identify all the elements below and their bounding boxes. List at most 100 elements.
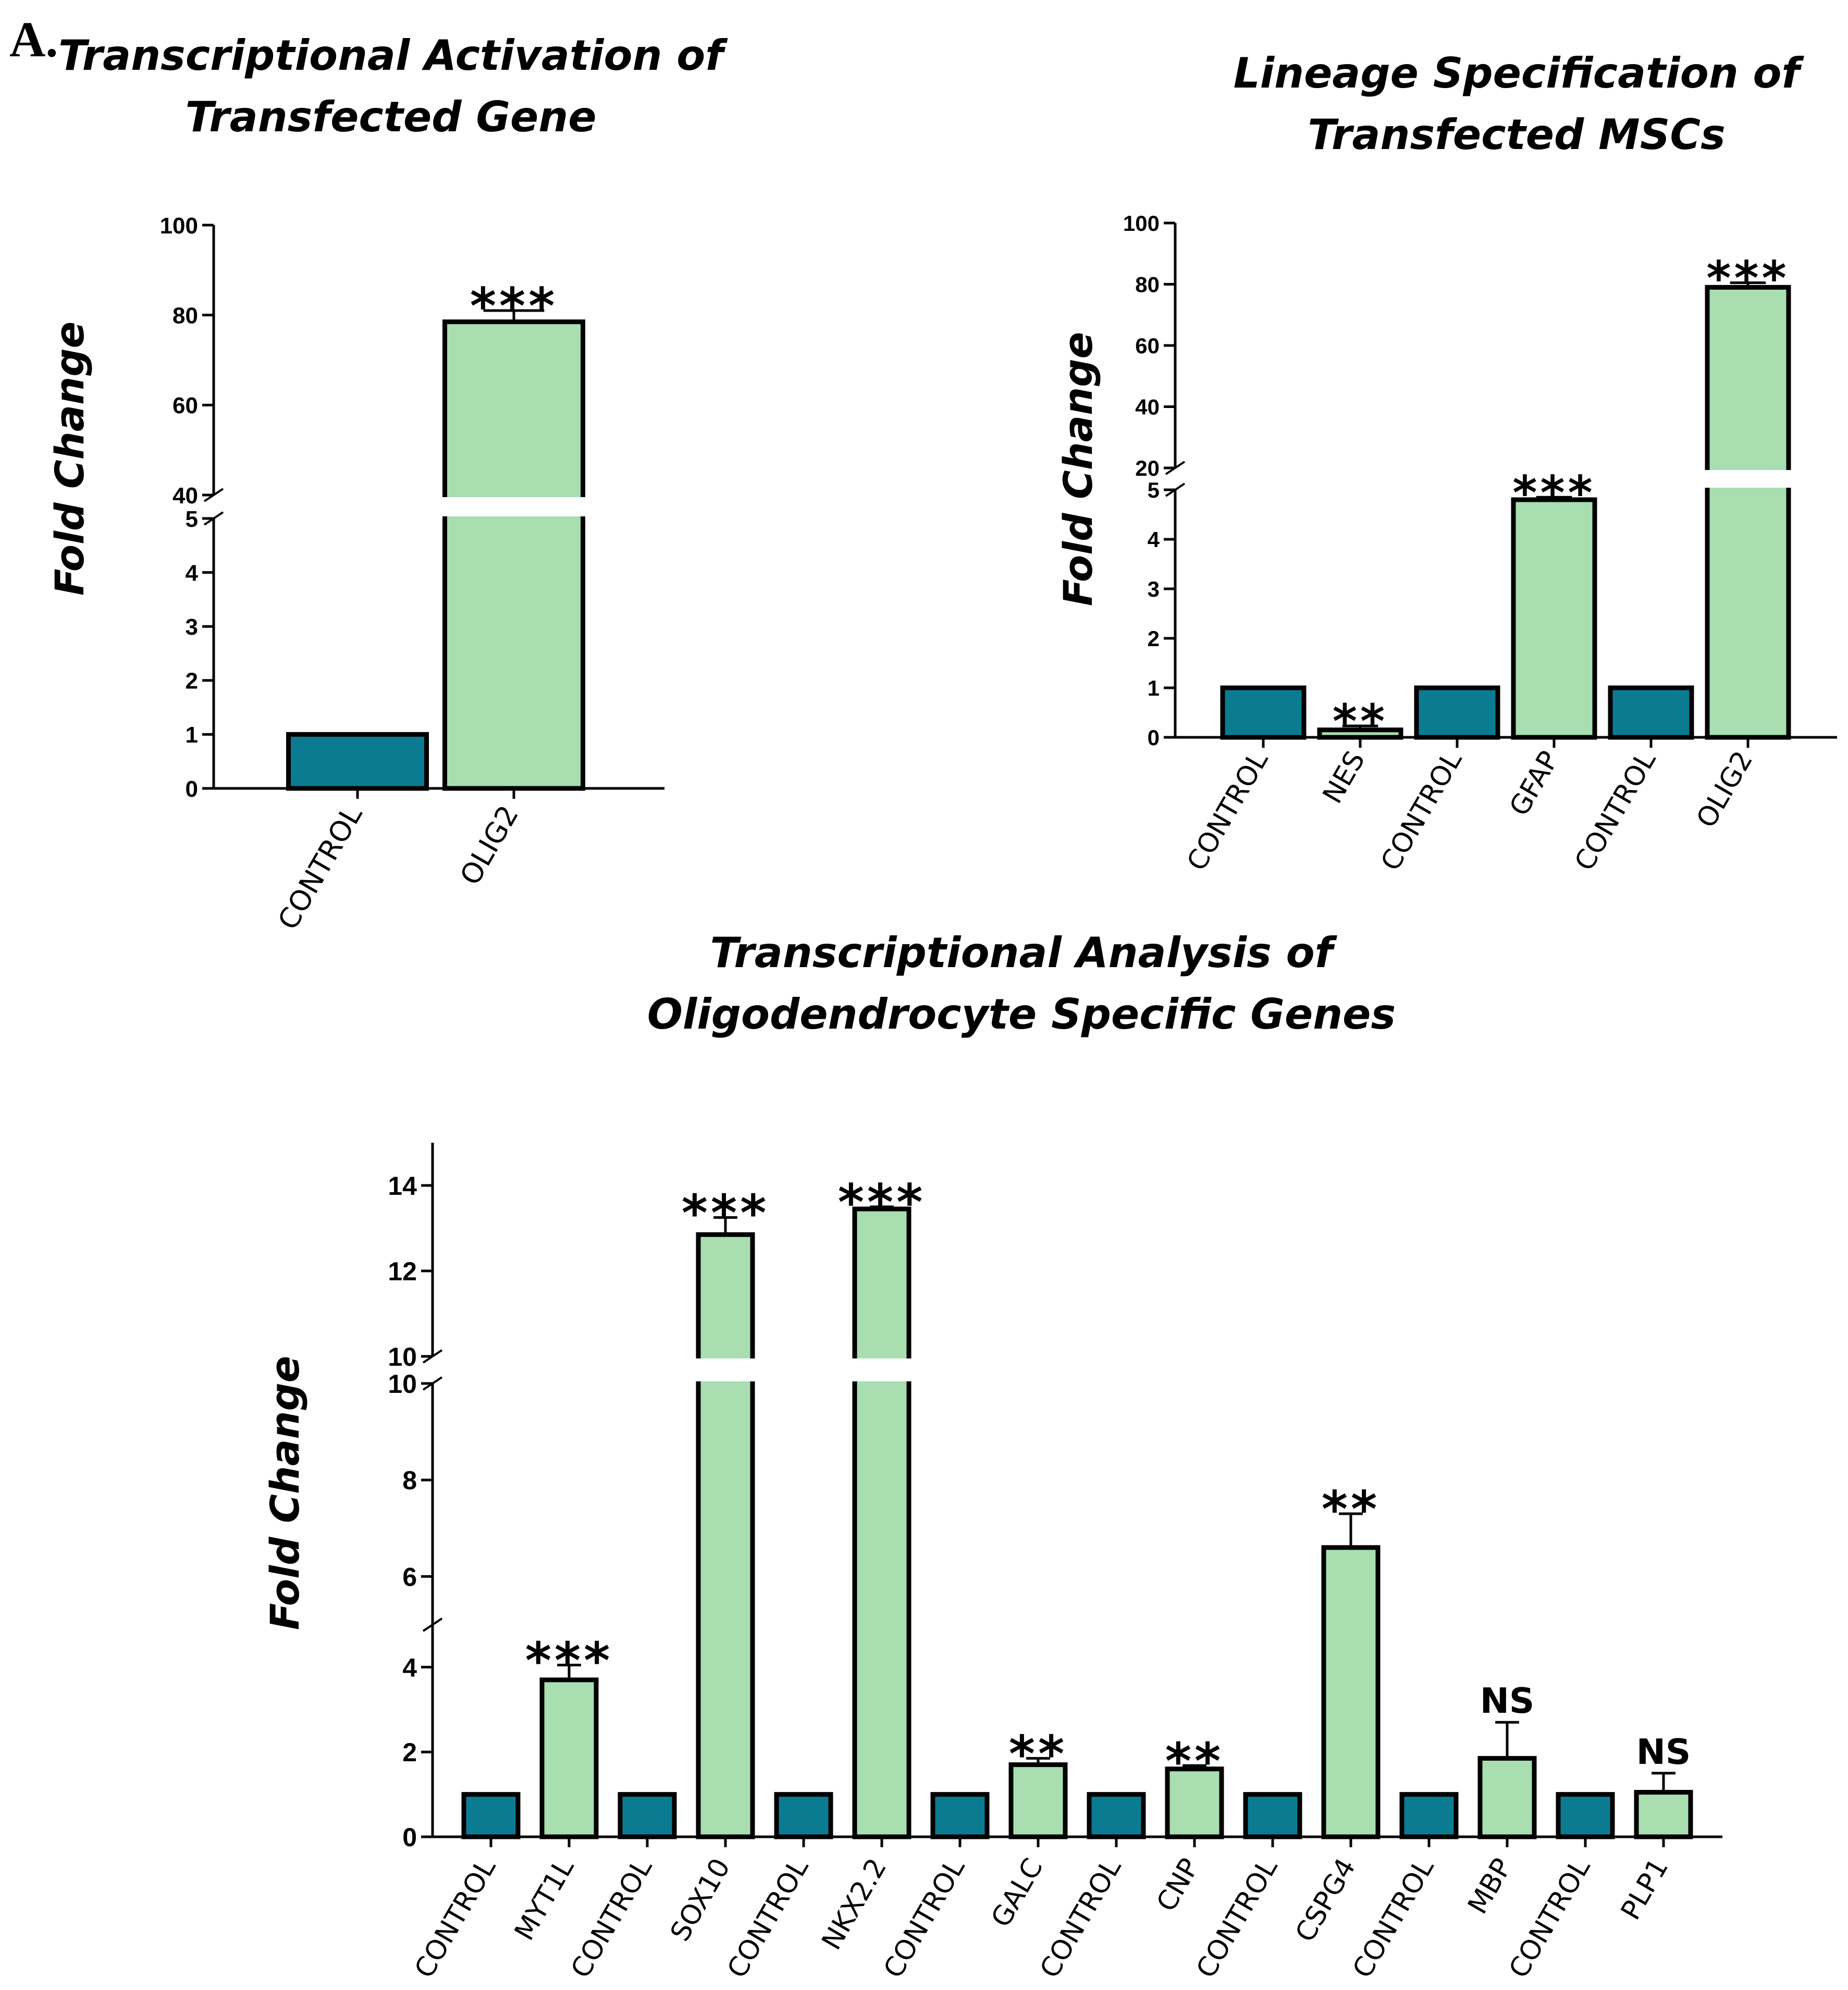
chart3-axis-break-mark (422, 1349, 443, 1364)
chart3-axis-break-mark (422, 1376, 443, 1391)
chart1-y-tick-label: 4 (186, 560, 199, 586)
chart1-axis-break-mark (203, 488, 224, 502)
chart3-bar-13 (1399, 1792, 1459, 1839)
chart3-significance-8: ** (1009, 1725, 1067, 1784)
chart3-significance-4: *** (682, 1184, 770, 1243)
chart3-y-tick-label: 4 (402, 1653, 417, 1682)
chart3-bar-5 (774, 1792, 833, 1839)
chart3-category-label-10: CNP (1151, 1853, 1205, 1917)
chart3-bar-break-gap (694, 1358, 757, 1381)
chart2-bar-4 (1511, 497, 1597, 740)
chart2-significance-6: *** (1706, 251, 1789, 306)
chart3-bar-1 (461, 1792, 521, 1839)
chart2-y-tick-label: 3 (1148, 577, 1160, 601)
chart1-y-tick-label: 1 (186, 722, 198, 748)
chart2-bar-break-gap (1703, 470, 1793, 488)
chart2-category-label-5: CONTROL (1569, 746, 1662, 876)
chart2-significance-4: *** (1512, 466, 1595, 521)
chart1-y-tick-label: 60 (173, 393, 198, 418)
chart3-category-label-2: MYT1L (509, 1853, 580, 1946)
chart3-title: Transcriptional Analysis of Oligodendroc… (625, 922, 1418, 1045)
chart3-bar-9 (1087, 1792, 1146, 1839)
chart3-category-label-14: MBP (1462, 1853, 1518, 1920)
chart1-y-tick-label: 80 (173, 303, 198, 329)
chart3-significance-12: ** (1322, 1480, 1380, 1539)
chart2-category-label-2: NES (1317, 746, 1371, 809)
chart1-significance-2: *** (470, 277, 558, 336)
chart1-y-tick-label: 2 (186, 669, 198, 694)
chart2-axis-break-mark (1165, 483, 1186, 497)
chart3-bar-6 (852, 1206, 911, 1839)
chart3-bar-14 (1477, 1756, 1537, 1839)
chart1-title: Transcriptional Activation of Transfecte… (42, 25, 740, 148)
chart3-bar-10 (1165, 1766, 1224, 1839)
chart3-category-label-9: CONTROL (1034, 1853, 1127, 1983)
chart2-bar-6 (1705, 285, 1791, 740)
chart2-axis-break-mark (1165, 461, 1186, 475)
chart1-bar-break-gap (440, 497, 587, 516)
chart3-bar-12 (1321, 1545, 1381, 1839)
chart3-bar-11 (1243, 1792, 1302, 1839)
chart3-y-tick-label: 6 (402, 1562, 417, 1591)
chart3-y-tick-label: 0 (402, 1823, 417, 1852)
chart2-y-tick-label: 4 (1148, 527, 1160, 552)
chart2-y-tick-label: 2 (1148, 626, 1160, 651)
chart3-y-axis-label: Fold Change (262, 1356, 308, 1630)
chart2-bar-3 (1414, 685, 1500, 740)
chart1-category-label-1: CONTROL (272, 800, 368, 935)
chart3-significance-10: ** (1165, 1732, 1224, 1790)
chart3-significance-6: *** (838, 1173, 926, 1232)
chart3-category-label-6: NKX2.2 (816, 1853, 893, 1956)
chart1-y-axis-label: Fold Change (46, 322, 93, 596)
chart3-bar-15 (1556, 1792, 1615, 1839)
chart2-y-tick-label: 80 (1135, 273, 1160, 297)
chart2-title-line1: Lineage Specification of (1233, 49, 1800, 97)
chart1-y-tick-label: 40 (173, 483, 198, 509)
chart2-y-tick-label: 60 (1135, 333, 1160, 358)
chart3-bar-4 (696, 1232, 755, 1839)
chart3-category-label-7: CONTROL (878, 1853, 971, 1983)
chart2-bar-5 (1608, 685, 1694, 740)
chart3-bar-2 (539, 1677, 599, 1839)
chart2-y-tick-label: 0 (1148, 725, 1160, 750)
chart1-y-tick-label: 100 (160, 213, 198, 239)
chart3-bar-break-gap (851, 1358, 913, 1381)
chart2-y-axis-label: Fold Change (1055, 332, 1101, 606)
chart2-category-label-3: CONTROL (1375, 746, 1468, 876)
chart3-y-tick-label: 14 (388, 1171, 417, 1201)
chart2-y-tick-label: 100 (1123, 211, 1160, 236)
chart3-category-label-16: PLP1 (1615, 1853, 1674, 1925)
chart2-category-label-1: CONTROL (1181, 746, 1274, 876)
chart2-category-label-6: OLIG2 (1691, 746, 1759, 833)
chart1-axis-break-mark (203, 511, 224, 526)
chart1-y-tick-label: 5 (186, 506, 198, 532)
chart3-category-label-1: CONTROL (409, 1853, 502, 1983)
chart3-category-label-8: GALC (985, 1853, 1050, 1933)
chart3-y-tick-label: 2 (402, 1738, 417, 1767)
chart3-bar-3 (618, 1792, 677, 1839)
chart2-y-tick-label: 5 (1148, 478, 1160, 502)
chart3-y-tick-label: 12 (388, 1257, 417, 1286)
chart2-significance-2: ** (1333, 695, 1388, 749)
chart3-title-line2: Oligodendrocyte Specific Genes (647, 990, 1396, 1039)
chart3-significance-2: *** (525, 1632, 613, 1690)
chart2-y-tick-label: 20 (1135, 456, 1160, 480)
chart1-category-label-2: OLIG2 (453, 800, 525, 891)
chart3-category-label-15: CONTROL (1503, 1853, 1596, 1983)
chart1-title-line2: Transfected Gene (185, 93, 597, 141)
chart3-significance-14: NS (1480, 1680, 1535, 1721)
chart3-y-tick-label: 10 (388, 1342, 417, 1371)
chart3-bar-16 (1634, 1790, 1693, 1839)
chart2-y-tick-label: 1 (1148, 676, 1160, 700)
chart2-category-label-4: GFAP (1504, 746, 1565, 822)
chart3-category-label-4: SOX10 (664, 1853, 736, 1947)
chart3-bar-7 (930, 1792, 990, 1839)
chart3-y-tick-label: 8 (402, 1466, 417, 1495)
chart2-bar-1 (1220, 685, 1307, 740)
panel-label: A. (9, 11, 58, 67)
chart2-title: Lineage Specification of Transfected MSC… (1167, 43, 1848, 166)
chart1-title-line1: Transcriptional Activation of (58, 31, 724, 80)
chart1-bar-1 (286, 732, 429, 791)
chart1-y-tick-label: 3 (186, 614, 198, 640)
chart2-y-tick-label: 40 (1135, 395, 1160, 419)
